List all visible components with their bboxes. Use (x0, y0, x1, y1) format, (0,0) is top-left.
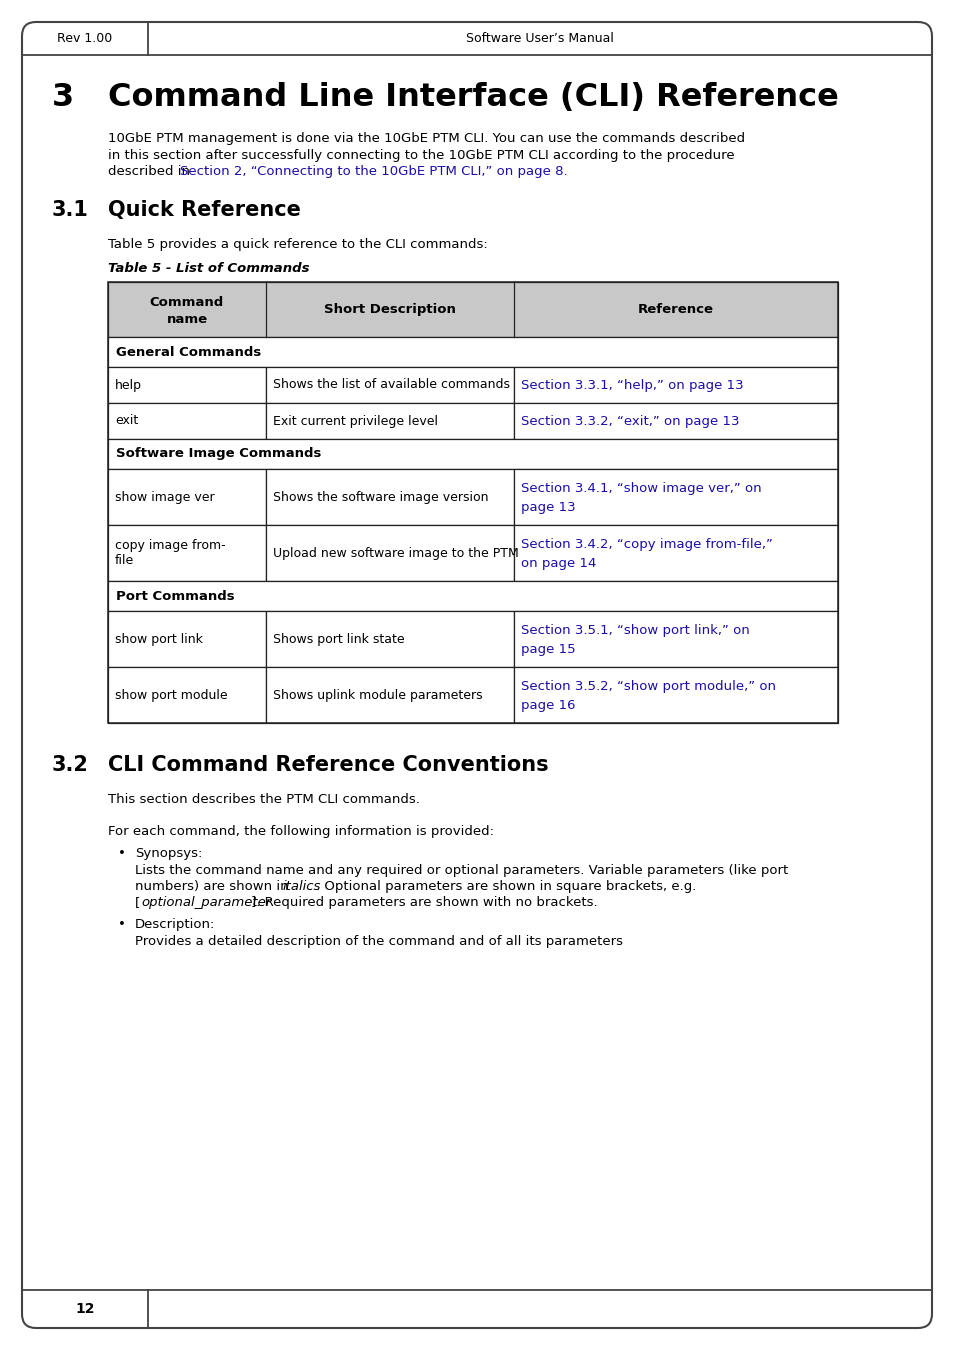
Text: Table 5 provides a quick reference to the CLI commands:: Table 5 provides a quick reference to th… (108, 238, 487, 251)
Text: Software Image Commands: Software Image Commands (116, 447, 321, 460)
Text: page 16: page 16 (520, 698, 575, 711)
Bar (514, 367, 837, 404)
FancyBboxPatch shape (22, 22, 931, 1328)
Text: . Optional parameters are shown in square brackets, e.g.: . Optional parameters are shown in squar… (315, 880, 696, 892)
Text: Shows uplink module parameters: Shows uplink module parameters (273, 688, 482, 702)
Bar (266, 468, 514, 525)
Text: Command
name: Command name (150, 296, 224, 325)
Text: •: • (118, 918, 126, 932)
Text: Upload new software image to the PTM: Upload new software image to the PTM (273, 547, 518, 559)
Text: Description:: Description: (135, 918, 215, 932)
Bar (514, 612, 837, 667)
Text: Table 5 - List of Commands: Table 5 - List of Commands (108, 262, 309, 275)
Text: •: • (118, 846, 126, 860)
Text: Quick Reference: Quick Reference (108, 200, 300, 220)
Text: Exit current privilege level: Exit current privilege level (273, 414, 437, 428)
Text: 3: 3 (52, 82, 74, 113)
Text: numbers) are shown in: numbers) are shown in (135, 880, 293, 892)
Text: Shows the list of available commands: Shows the list of available commands (273, 378, 510, 392)
Text: ]. Required parameters are shown with no brackets.: ]. Required parameters are shown with no… (251, 896, 597, 909)
Text: Section 3.4.1, “show image ver,” on: Section 3.4.1, “show image ver,” on (520, 482, 760, 495)
Text: Synopsys:: Synopsys: (135, 846, 202, 860)
Bar (266, 612, 514, 667)
Text: Provides a detailed description of the command and of all its parameters: Provides a detailed description of the c… (135, 936, 622, 948)
Bar (108, 439, 837, 468)
Text: show port link: show port link (115, 633, 203, 645)
Text: in this section after successfully connecting to the 10GbE PTM CLI according to : in this section after successfully conne… (108, 148, 734, 162)
Bar (108, 404, 266, 439)
Text: 12: 12 (75, 1301, 94, 1316)
Text: italics: italics (283, 880, 321, 892)
Text: 3.1: 3.1 (52, 200, 89, 220)
Text: Section 3.3.1, “help,” on page 13: Section 3.3.1, “help,” on page 13 (520, 378, 742, 392)
Bar (514, 525, 837, 580)
Text: CLI Command Reference Conventions: CLI Command Reference Conventions (108, 755, 548, 775)
Text: show image ver: show image ver (115, 490, 214, 504)
Bar (108, 667, 266, 724)
Text: Rev 1.00: Rev 1.00 (57, 32, 112, 46)
Text: Section 3.3.2, “exit,” on page 13: Section 3.3.2, “exit,” on page 13 (520, 414, 739, 428)
Bar (108, 525, 266, 580)
Text: Port Commands: Port Commands (116, 590, 234, 602)
Bar (108, 282, 837, 338)
Bar (514, 667, 837, 724)
Text: Section 3.5.2, “show port module,” on: Section 3.5.2, “show port module,” on (520, 680, 775, 693)
Text: For each command, the following information is provided:: For each command, the following informat… (108, 825, 494, 838)
Bar (514, 404, 837, 439)
Text: General Commands: General Commands (116, 346, 261, 359)
Text: Section 2, “Connecting to the 10GbE PTM CLI,” on page 8.: Section 2, “Connecting to the 10GbE PTM … (180, 165, 567, 178)
Text: Lists the command name and any required or optional parameters. Variable paramet: Lists the command name and any required … (135, 864, 787, 878)
Text: 10GbE PTM management is done via the 10GbE PTM CLI. You can use the commands des: 10GbE PTM management is done via the 10G… (108, 132, 744, 144)
Text: page 13: page 13 (520, 501, 575, 513)
Text: Software User’s Manual: Software User’s Manual (466, 32, 614, 46)
Bar (266, 404, 514, 439)
Text: exit: exit (115, 414, 138, 428)
Text: Section 3.5.1, “show port link,” on: Section 3.5.1, “show port link,” on (520, 624, 749, 637)
Text: Short Description: Short Description (324, 302, 456, 316)
Bar (108, 338, 837, 367)
Text: Shows port link state: Shows port link state (273, 633, 404, 645)
Text: Section 3.4.2, “copy image from-file,”: Section 3.4.2, “copy image from-file,” (520, 539, 772, 551)
Text: 3.2: 3.2 (52, 755, 89, 775)
Text: copy image from-
file: copy image from- file (115, 539, 226, 567)
Text: optional_parameter: optional_parameter (141, 896, 271, 909)
Text: help: help (115, 378, 142, 392)
Text: page 15: page 15 (520, 643, 575, 656)
Bar (108, 580, 837, 612)
Bar (266, 667, 514, 724)
Bar (266, 367, 514, 404)
Bar (514, 468, 837, 525)
Text: This section describes the PTM CLI commands.: This section describes the PTM CLI comma… (108, 792, 419, 806)
Bar (108, 612, 266, 667)
Text: Command Line Interface (CLI) Reference: Command Line Interface (CLI) Reference (108, 82, 838, 113)
Bar (108, 367, 266, 404)
Text: show port module: show port module (115, 688, 228, 702)
Text: Reference: Reference (638, 302, 713, 316)
Bar (108, 468, 266, 525)
Text: Shows the software image version: Shows the software image version (273, 490, 488, 504)
Text: described in: described in (108, 165, 194, 178)
Text: on page 14: on page 14 (520, 556, 596, 570)
Bar (108, 282, 837, 724)
Bar (266, 525, 514, 580)
Text: [: [ (135, 896, 140, 909)
